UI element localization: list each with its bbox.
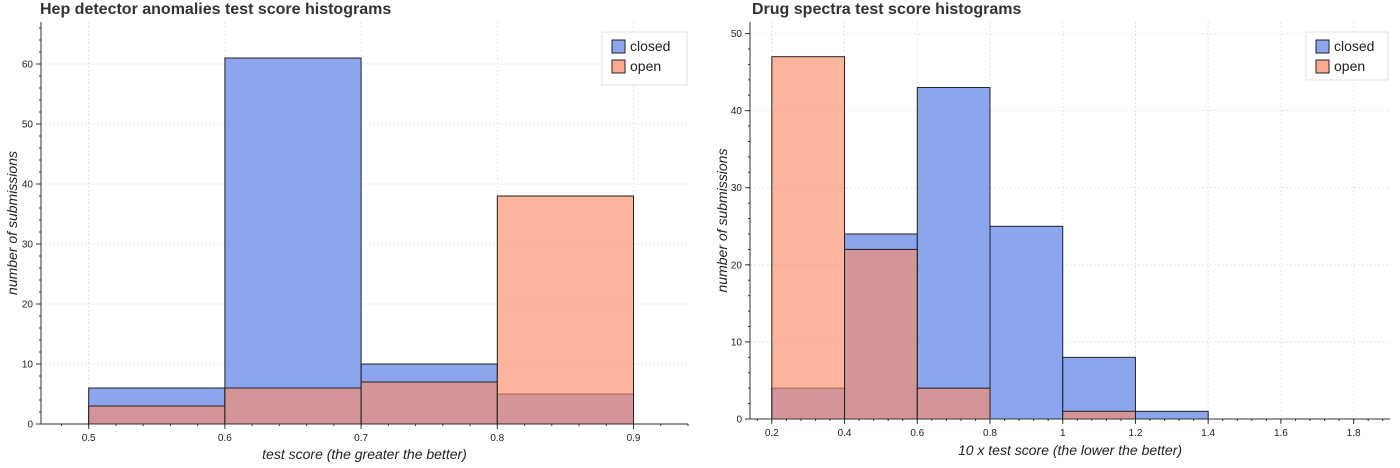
y-axis-label: number of submissions	[4, 151, 20, 295]
legend: closed open	[1305, 31, 1389, 81]
x-tick-label: 0.7	[354, 433, 368, 444]
x-tick-label: 1.2	[1129, 428, 1143, 439]
y-tick-label: 0	[27, 420, 33, 431]
bar-open	[88, 405, 226, 425]
x-axis-label: 10 x test score (the lower the better)	[958, 442, 1182, 458]
legend-swatch-open	[1315, 59, 1330, 74]
chart-2: 0 10 20 30 40 50 0.2 0.4 0.6 0.8 1 1.2 1.4 1.6 1.8 10 x…	[714, 22, 1390, 458]
y-tick-label: 30	[22, 240, 34, 251]
bar-open	[1062, 410, 1136, 420]
bar-open	[844, 248, 918, 420]
bar-closed	[989, 225, 1064, 420]
bar-open	[916, 387, 991, 420]
y-tick-label: 40	[22, 180, 34, 191]
y-tick-label: 20	[731, 260, 743, 271]
y-tick-label: 10	[731, 337, 743, 348]
x-tick-label: 0.6	[910, 428, 924, 439]
bar-closed	[916, 87, 991, 420]
x-tick-label: 1	[1060, 428, 1066, 439]
y-axis-label: number of submissions	[714, 149, 730, 293]
bar-open	[224, 387, 362, 425]
legend: closed open	[601, 31, 688, 86]
bar-closed	[224, 57, 362, 425]
legend-label-open: open	[1334, 58, 1365, 74]
y-tick-label: 10	[22, 360, 34, 371]
bar-open	[771, 56, 846, 420]
legend-swatch-open	[611, 59, 626, 74]
x-axis-label: test score (the greater the better)	[262, 446, 467, 462]
y-tick-label: 50	[22, 120, 34, 131]
x-tick-label: 1.8	[1347, 428, 1361, 439]
x-tick-label: 0.8	[490, 433, 504, 444]
bar-open	[360, 381, 498, 425]
y-tick-label: 60	[22, 60, 34, 71]
x-tick-label: 0.6	[218, 433, 232, 444]
chart-1: 0 10 20 30 40 50 60 0.5 0.6 0.7 0.8 0.9 test score (…	[4, 22, 689, 462]
bar-closed	[1062, 356, 1136, 420]
legend-swatch-closed	[611, 39, 626, 54]
bar-closed	[1134, 410, 1209, 420]
x-tick-label: 1.6	[1274, 428, 1288, 439]
x-tick-label: 1.4	[1201, 428, 1215, 439]
chart-1-title: Hep detector anomalies test score histog…	[40, 1, 391, 18]
chart-2-title: Drug spectra test score histograms	[752, 1, 1022, 18]
y-tick-label: 40	[731, 106, 743, 117]
x-tick-label: 0.2	[765, 428, 779, 439]
legend-swatch-closed	[1315, 39, 1330, 54]
bar-open	[496, 195, 635, 425]
legend-label-closed: closed	[630, 38, 670, 54]
x-tick-label: 0.9	[627, 433, 641, 444]
x-tick-label: 0.5	[82, 433, 96, 444]
y-tick-label: 50	[731, 29, 743, 40]
y-tick-label: 0	[736, 415, 742, 426]
x-tick-label: 0.8	[983, 428, 997, 439]
legend-label-closed: closed	[1334, 38, 1374, 54]
y-tick-label: 30	[731, 183, 743, 194]
y-tick-label: 20	[22, 300, 34, 311]
x-tick-label: 0.4	[838, 428, 852, 439]
legend-label-open: open	[630, 58, 661, 74]
